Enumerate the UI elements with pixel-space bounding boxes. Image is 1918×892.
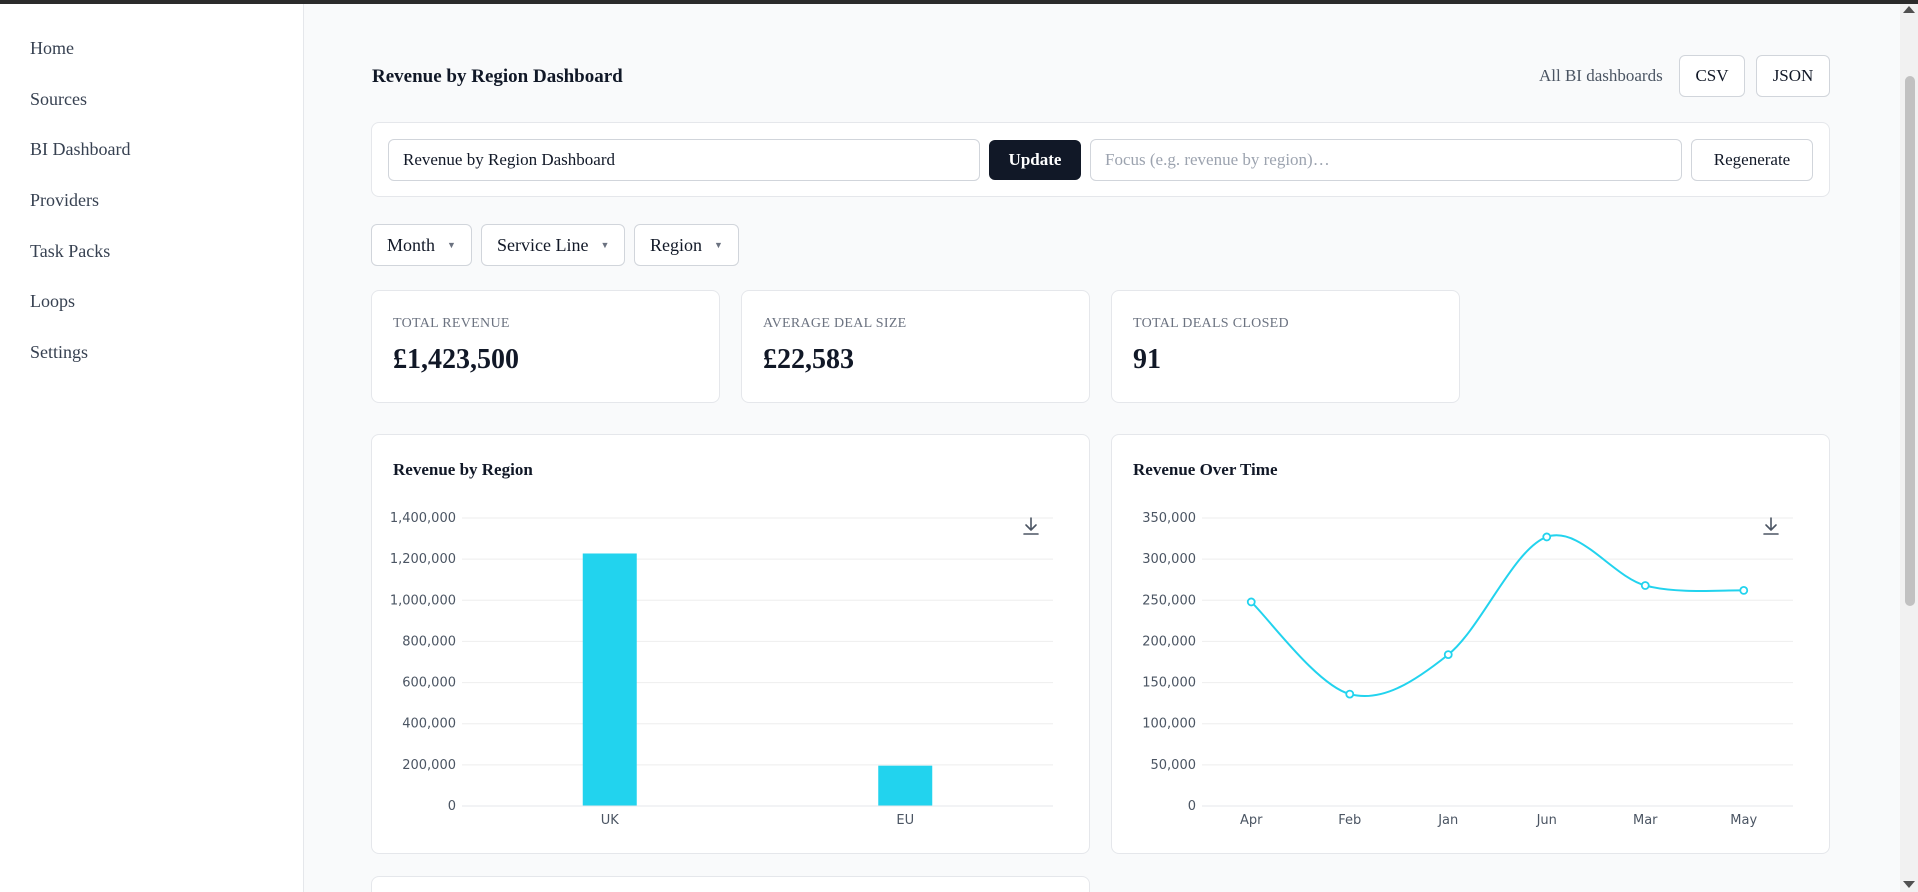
json-button[interactable]: JSON xyxy=(1756,55,1830,97)
dashboard-title-input[interactable] xyxy=(388,139,980,181)
kpi-label: AVERAGE DEAL SIZE xyxy=(763,316,907,331)
y-tick-label: 300,000 xyxy=(1142,552,1196,567)
filter-service-line-label: Service Line xyxy=(497,234,589,255)
chart-card-partial xyxy=(371,876,1090,892)
y-tick-label: 600,000 xyxy=(402,676,456,691)
x-tick-label: EU xyxy=(896,813,914,828)
bar-uk[interactable] xyxy=(582,553,637,806)
x-tick-label: Apr xyxy=(1240,813,1263,828)
download-icon[interactable] xyxy=(1023,517,1039,535)
chevron-down-icon: ▼ xyxy=(447,240,456,250)
point-jan[interactable] xyxy=(1443,650,1453,659)
chart-card-revenue-over-time: Revenue Over Time 0 50,000 100,000 150,000 2… xyxy=(1111,434,1830,854)
csv-button[interactable]: CSV xyxy=(1679,55,1745,97)
x-tick-label: Mar xyxy=(1633,813,1658,828)
kpi-card-total-deals-closed: TOTAL DEALS CLOSED 91 xyxy=(1111,290,1460,403)
scroll-down-icon[interactable] xyxy=(1903,881,1915,888)
sidebar-item-bi-dashboard[interactable]: BI Dashboard xyxy=(30,139,131,159)
sidebar-item-settings[interactable]: Settings xyxy=(30,342,89,362)
all-dashboards-link[interactable]: All BI dashboards xyxy=(1539,66,1663,85)
y-tick-label: 400,000 xyxy=(402,717,456,732)
chevron-down-icon: ▼ xyxy=(714,240,723,250)
filter-month[interactable]: Month ▼ xyxy=(371,224,472,266)
y-tick-label: 250,000 xyxy=(1142,593,1196,608)
y-tick-label: 200,000 xyxy=(402,758,456,773)
sidebar: Home Sources BI Dashboard Providers Task… xyxy=(0,4,304,892)
update-button[interactable]: Update xyxy=(989,140,1081,180)
top-bar xyxy=(0,0,1918,4)
y-tick-label: 1,000,000 xyxy=(390,593,456,608)
filter-region[interactable]: Region ▼ xyxy=(634,224,739,266)
bar-chart: 0 200,000 400,000 600,000 800,000 1,000,000 1,… xyxy=(390,511,1053,828)
chart-title: Revenue Over Time xyxy=(1133,460,1278,479)
regenerate-button[interactable]: Regenerate xyxy=(1691,139,1813,181)
sidebar-item-providers[interactable]: Providers xyxy=(30,190,99,210)
x-tick-label: Jun xyxy=(1536,813,1557,828)
y-tick-label: 50,000 xyxy=(1151,758,1197,773)
filter-service-line[interactable]: Service Line ▼ xyxy=(481,224,626,266)
kpi-value: £22,583 xyxy=(763,344,854,375)
point-mar[interactable] xyxy=(1640,581,1650,590)
y-tick-label: 350,000 xyxy=(1142,511,1196,526)
kpi-label: TOTAL DEALS CLOSED xyxy=(1133,316,1289,331)
y-tick-label: 200,000 xyxy=(1142,634,1196,649)
controls-panel: Update Regenerate xyxy=(371,122,1830,197)
kpi-value: £1,423,500 xyxy=(393,344,519,375)
bar-eu[interactable] xyxy=(878,765,933,806)
point-may[interactable] xyxy=(1739,586,1749,595)
sidebar-item-loops[interactable]: Loops xyxy=(30,291,75,311)
y-tick-label: 100,000 xyxy=(1142,717,1196,732)
scrollbar[interactable] xyxy=(1900,4,1918,892)
y-tick-label: 1,200,000 xyxy=(390,552,456,567)
sidebar-item-task-packs[interactable]: Task Packs xyxy=(30,241,111,261)
y-tick-label: 0 xyxy=(448,799,456,814)
y-tick-label: 0 xyxy=(1188,799,1196,814)
chevron-down-icon: ▼ xyxy=(600,240,610,250)
kpi-card-average-deal-size: AVERAGE DEAL SIZE £22,583 xyxy=(741,290,1090,403)
kpi-label: TOTAL REVENUE xyxy=(393,316,510,331)
page-title: Revenue by Region Dashboard xyxy=(372,66,623,87)
download-icon[interactable] xyxy=(1763,517,1779,535)
point-feb[interactable] xyxy=(1345,689,1355,699)
scroll-up-icon[interactable] xyxy=(1903,6,1915,13)
point-jun[interactable] xyxy=(1542,532,1552,542)
x-tick-label: Jan xyxy=(1437,813,1458,828)
sidebar-item-sources[interactable]: Sources xyxy=(30,89,87,109)
point-apr[interactable] xyxy=(1246,597,1256,607)
x-tick-label: UK xyxy=(601,813,620,828)
line-chart: 0 50,000 100,000 150,000 200,000 250,000 300,0… xyxy=(1142,511,1793,828)
y-tick-label: 1,400,000 xyxy=(390,511,456,526)
sidebar-item-home[interactable]: Home xyxy=(30,38,74,58)
scrollbar-thumb[interactable] xyxy=(1905,76,1915,606)
y-tick-label: 150,000 xyxy=(1142,676,1196,691)
filter-region-label: Region xyxy=(650,234,702,255)
x-tick-label: May xyxy=(1730,813,1757,828)
filter-month-label: Month xyxy=(387,234,436,255)
x-tick-label: Feb xyxy=(1338,813,1361,828)
chart-card-revenue-by-region: Revenue by Region 0 200,000 400,000 600,000… xyxy=(371,434,1090,854)
y-tick-label: 800,000 xyxy=(402,634,456,649)
chart-title: Revenue by Region xyxy=(393,460,533,479)
main-content: Revenue by Region Dashboard All BI dashb… xyxy=(304,4,1900,892)
kpi-card-total-revenue: TOTAL REVENUE £1,423,500 xyxy=(371,290,720,403)
kpi-value: 91 xyxy=(1133,344,1161,375)
focus-input[interactable] xyxy=(1090,139,1682,181)
